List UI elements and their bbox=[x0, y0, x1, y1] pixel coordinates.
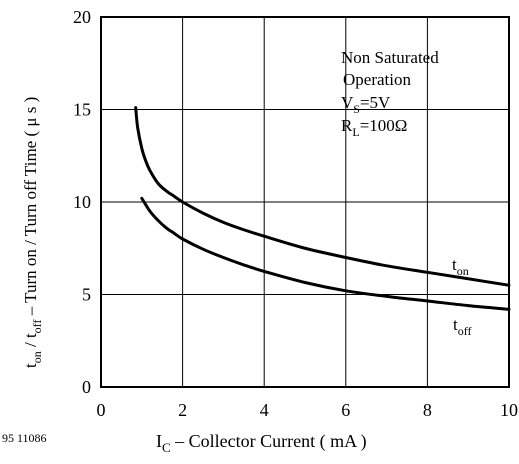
y-axis-label-p2: / t bbox=[21, 333, 40, 351]
y-axis-label-p3: – Turn on / Turn off Time ( μ s ) bbox=[21, 97, 40, 320]
x-tick-label: 4 bbox=[260, 400, 269, 420]
figure-code: 95 11086 bbox=[2, 431, 47, 445]
y-axis-label: ton / toff – Turn on / Turn off Time ( μ… bbox=[21, 97, 44, 368]
y-axis-label-p1: t bbox=[21, 363, 40, 368]
annotation-line-2: Operation bbox=[343, 70, 411, 89]
series-label-toff-sub: off bbox=[458, 324, 472, 338]
annotation-rl-main: R bbox=[341, 116, 353, 135]
plot-frame bbox=[100, 16, 510, 388]
y-axis-label-p2-sub: off bbox=[30, 320, 44, 334]
annotation-vs-rest: =5V bbox=[360, 93, 391, 112]
tick-labels: 0 2 4 6 8 10 0 5 10 15 20 bbox=[73, 7, 518, 420]
series-label-toff: toff bbox=[453, 315, 472, 338]
series-label-ton: ton bbox=[452, 255, 469, 278]
annotation-vs-sub: S bbox=[353, 102, 360, 116]
x-axis-label-sub: C bbox=[162, 440, 171, 455]
annotation-rl-sub: L bbox=[352, 125, 359, 139]
curves bbox=[134, 106, 511, 311]
x-tick-label: 8 bbox=[423, 400, 432, 420]
x-tick-label: 2 bbox=[178, 400, 187, 420]
y-axis-label-p1-sub: on bbox=[30, 351, 44, 363]
x-axis-label: IC – Collector Current ( mA ) bbox=[156, 431, 367, 455]
x-tick-label: 6 bbox=[341, 400, 350, 420]
x-tick-label: 0 bbox=[97, 400, 106, 420]
annotation-rl-rest: =100Ω bbox=[360, 116, 408, 135]
series-label-toff-main: t bbox=[453, 315, 458, 334]
annotation-rl: RL=100Ω bbox=[341, 116, 407, 139]
series-line-toff bbox=[140, 196, 511, 311]
series-line-ton bbox=[134, 106, 511, 287]
y-tick-label: 20 bbox=[73, 7, 91, 27]
series-label-ton-main: t bbox=[452, 255, 457, 274]
x-axis-label-main: I bbox=[156, 431, 162, 451]
y-tick-label: 5 bbox=[82, 285, 91, 305]
grid-lines bbox=[101, 17, 509, 387]
annotation-line-1: Non Saturated bbox=[341, 48, 439, 67]
x-axis-label-rest: – Collector Current ( mA ) bbox=[171, 431, 367, 452]
series-label-ton-sub: on bbox=[457, 264, 469, 278]
x-tick-label: 10 bbox=[500, 400, 518, 420]
annotation-vs: VS=5V bbox=[341, 93, 391, 116]
y-tick-label: 0 bbox=[82, 377, 91, 397]
y-tick-label: 10 bbox=[73, 192, 91, 212]
y-tick-label: 15 bbox=[73, 100, 91, 120]
annotation-vs-main: V bbox=[341, 93, 354, 112]
